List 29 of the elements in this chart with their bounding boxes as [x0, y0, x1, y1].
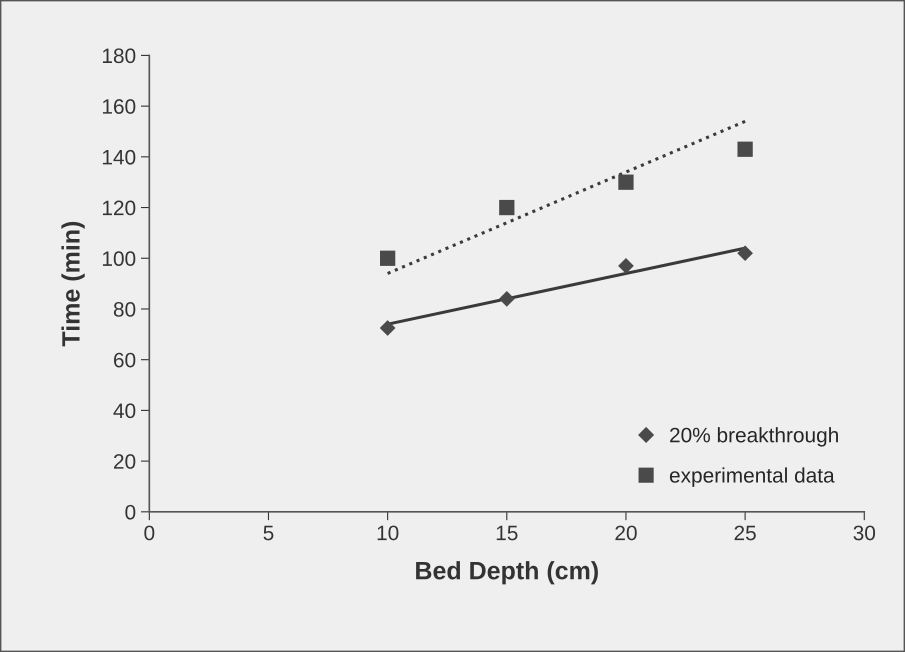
y-tick-label: 100 — [102, 251, 136, 266]
y-tick-label: 180 — [102, 48, 136, 64]
point — [618, 258, 634, 274]
x-axis-title: Bed Depth (cm) — [416, 561, 598, 584]
x-tick-label: 25 — [734, 526, 756, 540]
point — [618, 174, 634, 190]
legend-label: experimental data — [670, 467, 835, 487]
point — [380, 250, 396, 266]
x-tick-label: 20 — [615, 526, 637, 540]
x-tick-label: 5 — [264, 526, 274, 540]
x-tick-label: 15 — [496, 526, 518, 540]
y-tick-label: 60 — [114, 352, 136, 368]
y-axis-title: Time (min) — [61, 222, 85, 346]
point — [498, 290, 515, 307]
y-tick-label: 80 — [114, 302, 136, 317]
x-tick-label: 0 — [144, 526, 154, 540]
x-tick-label: 10 — [378, 526, 398, 540]
x-tick-label: 30 — [853, 526, 876, 540]
point — [737, 142, 753, 157]
y-tick-label: 0 — [125, 504, 136, 520]
point — [499, 200, 514, 216]
point — [737, 245, 753, 262]
legend-label: 20% breakthrough — [670, 427, 838, 447]
point — [380, 320, 396, 336]
y-tick-label: 140 — [102, 150, 136, 165]
y-tick-label: 40 — [113, 403, 136, 418]
y-tick-label: 20 — [114, 454, 136, 469]
y-tick-label: 120 — [102, 200, 136, 216]
y-tick-label: 160 — [102, 99, 136, 114]
